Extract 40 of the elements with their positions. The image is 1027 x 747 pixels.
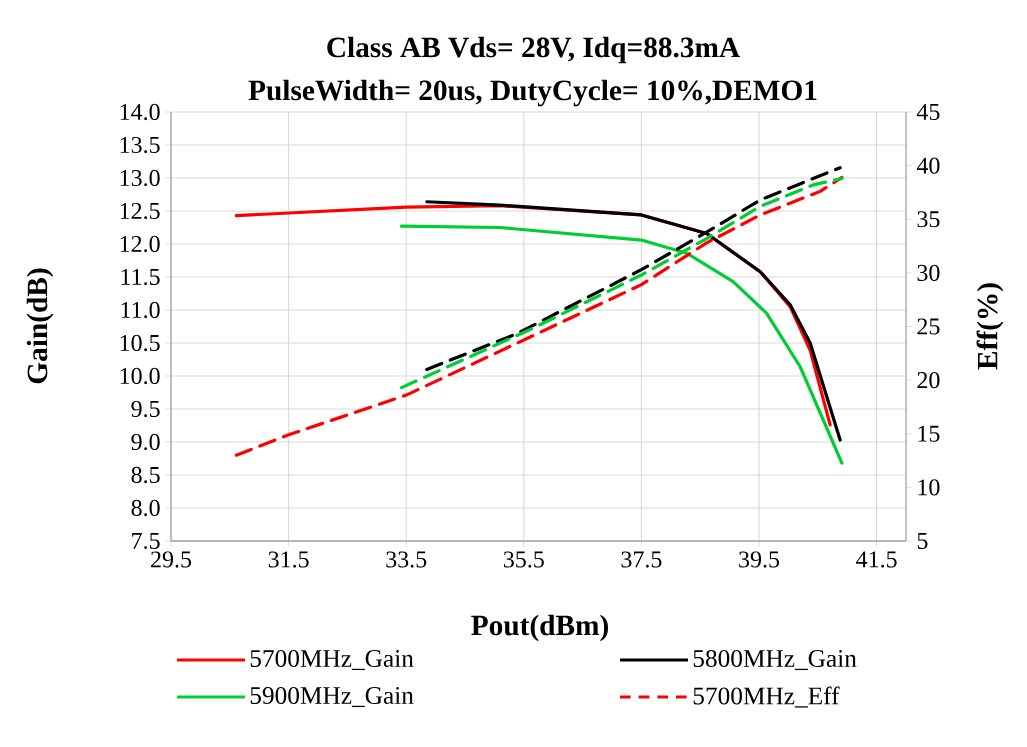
y-tick-label: 13.0 xyxy=(120,169,160,187)
y2-tick-label: 40 xyxy=(916,157,940,174)
y-tick-label: 8.0 xyxy=(131,499,160,517)
y2-tick-label: 45 xyxy=(916,103,940,121)
y-tick-label: 11.0 xyxy=(121,301,160,319)
y-tick-label: 11.5 xyxy=(121,268,160,286)
y2-tick-label: 5 xyxy=(917,533,928,549)
chart-title: Class AB Vds= 28V, Idq=88.3mA xyxy=(327,36,740,64)
y2-tick-label: 35 xyxy=(917,211,940,228)
legend-label: 5800MHz_Gain xyxy=(693,649,857,671)
y-tick-label: 12.0 xyxy=(120,235,160,253)
legend-label: 5900MHz_Gain xyxy=(250,686,414,708)
x-tick-label: 37.5 xyxy=(621,551,662,568)
x-tick-label: 41.5 xyxy=(856,551,897,568)
y-tick-label: 12.5 xyxy=(120,202,160,220)
y2-tick-label: 10 xyxy=(918,479,940,496)
y-tick-label: 13.5 xyxy=(120,136,160,154)
y2-tick-label: 15 xyxy=(918,425,940,442)
y2-tick-label: 30 xyxy=(917,264,940,281)
y-axis-title: Gain(dB) xyxy=(26,268,54,384)
x-tick-label: 39.5 xyxy=(739,551,780,568)
x-tick-label: 35.5 xyxy=(503,551,544,568)
y-tick-label: 14.0 xyxy=(120,103,160,121)
chart-subtitle: PulseWidth= 20us, DutyCycle= 10%,DEMO1 xyxy=(248,79,817,107)
legend-label: 5700MHz_Eff xyxy=(693,686,840,708)
y-tick-label: 9.5 xyxy=(131,400,160,418)
y-tick-label: 10.5 xyxy=(120,334,160,352)
x-tick-label: 31.5 xyxy=(268,551,309,568)
y2-axis-title: Eff(%) xyxy=(976,283,1004,370)
legend-label: 5700MHz_Gain xyxy=(250,649,414,671)
y-tick-label: 7.5 xyxy=(132,532,160,550)
y2-tick-label: 20 xyxy=(917,372,940,389)
y-tick-label: 9.0 xyxy=(131,433,160,451)
y2-tick-label: 25 xyxy=(917,318,940,335)
x-axis-title: Pout(dBm) xyxy=(471,614,608,642)
y-tick-label: 10.0 xyxy=(120,367,160,385)
y-tick-label: 8.5 xyxy=(131,466,160,484)
line-series xyxy=(234,175,844,457)
x-tick-label: 33.5 xyxy=(386,551,427,568)
x-tick-label: 29.5 xyxy=(151,551,192,568)
